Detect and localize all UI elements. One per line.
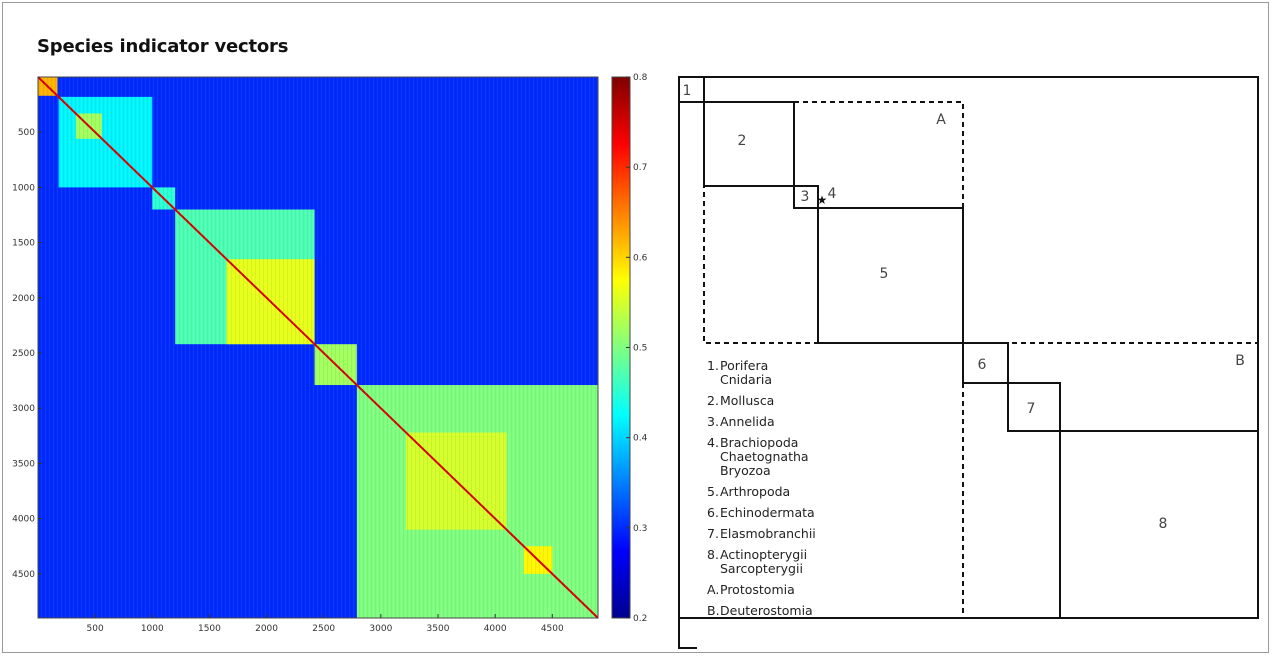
figure-title: Species indicator vectors <box>37 36 289 57</box>
box-1 <box>678 76 705 103</box>
star-icon: ★ <box>817 193 828 207</box>
legend-taxon-name: Annelida <box>720 414 775 429</box>
x-tick-label-3500: 3500 <box>427 624 450 634</box>
legend-number: A. <box>707 582 720 597</box>
y-tick-label-1500: 1500 <box>12 239 35 249</box>
colorbar-tick-0.8: 0.8 <box>633 73 648 83</box>
legend-number: 5. <box>707 484 719 499</box>
box-5 <box>817 207 964 344</box>
legend-number: 4. <box>707 435 719 450</box>
legend-number: 7. <box>707 526 719 541</box>
x-tick-label-2500: 2500 <box>312 624 335 634</box>
heatmap-area <box>37 76 599 619</box>
x-tick-label-1500: 1500 <box>198 624 221 634</box>
heatmap-texture <box>38 77 598 618</box>
legend-taxon-name: Porifera <box>720 358 769 373</box>
box-label-4: 4 <box>828 186 837 202</box>
taxa-legend: 1. Porifera Cnidaria 2. Mollusca 3. Annelida 4.… <box>707 359 816 618</box>
legend-taxon-name: Protostomia <box>720 582 795 597</box>
x-tick-label-2000: 2000 <box>255 624 278 634</box>
legend-number: 3. <box>707 414 719 429</box>
box-label-3: 3 <box>801 189 810 205</box>
legend-item: A. Protostomia <box>707 583 816 597</box>
legend-number: 1. <box>707 358 719 373</box>
legend-taxon-name: Deuterostomia <box>720 603 813 618</box>
group-bracket <box>678 102 697 649</box>
box-label-7: 7 <box>1027 401 1036 417</box>
colorbar-tick-0.4: 0.4 <box>633 434 648 444</box>
legend-number: B. <box>707 603 720 618</box>
legend-taxon-name: Echinodermata <box>720 505 815 520</box>
colorbar-tick-0.6: 0.6 <box>633 253 648 263</box>
x-tick-label-3000: 3000 <box>369 624 392 634</box>
y-tick-label-2000: 2000 <box>12 294 35 304</box>
legend-item: 3. Annelida <box>707 415 816 429</box>
taxonomy-diagram: ★ 1 2 3 4 5 6 7 8 A B <box>678 76 1259 649</box>
y-tick-label-500: 500 <box>18 128 35 138</box>
legend-taxon-name: Arthropoda <box>720 484 791 499</box>
heatmap-border <box>37 76 599 619</box>
colorbar-tick-0.2: 0.2 <box>633 614 647 624</box>
legend-number: 6. <box>707 505 719 520</box>
group-label-B: B <box>1235 353 1245 369</box>
box-label-2: 2 <box>738 133 747 149</box>
legend-item: 6. Echinodermata <box>707 506 816 520</box>
y-tick-label-4000: 4000 <box>12 515 35 525</box>
box-label-6: 6 <box>978 357 987 373</box>
legend-taxon-name: Cnidaria <box>720 372 772 387</box>
colorbar: 0.8 0.7 0.6 0.5 0.4 0.3 0.2 <box>611 73 648 624</box>
box-3 <box>793 185 819 209</box>
x-tick-label-4000: 4000 <box>484 624 507 634</box>
x-tick-label-1000: 1000 <box>141 624 164 634</box>
legend-item: 5. Arthropoda <box>707 485 816 499</box>
legend-item: 2. Mollusca <box>707 394 816 408</box>
y-tick-label-2500: 2500 <box>12 349 35 359</box>
legend-item: B. Deuterostomia <box>707 604 816 618</box>
heatmap-axes: 500 1000 1500 2000 2500 3000 3500 4000 4500 500 10… <box>12 128 564 634</box>
box-label-5: 5 <box>880 266 889 282</box>
y-tick-label-4500: 4500 <box>12 570 35 580</box>
legend-item: 1. Porifera Cnidaria <box>707 359 816 387</box>
legend-taxon-name: Bryozoa <box>720 463 771 478</box>
box-8 <box>1059 430 1259 619</box>
y-tick-label-3000: 3000 <box>12 404 35 414</box>
y-tick-label-3500: 3500 <box>12 459 35 469</box>
group-label-A: A <box>936 112 946 128</box>
box-2 <box>703 101 795 187</box>
box-label-1: 1 <box>683 83 692 99</box>
colorbar-tick-0.3: 0.3 <box>633 524 647 534</box>
y-tick-label-1000: 1000 <box>12 183 35 193</box>
x-tick-label-4500: 4500 <box>541 624 564 634</box>
legend-item: 4. Brachiopoda Chaetognatha Bryozoa <box>707 436 816 478</box>
legend-taxon-name: Actinopterygii <box>720 547 808 562</box>
group-a-dashed <box>703 101 1258 618</box>
box-label-8: 8 <box>1159 516 1168 532</box>
legend-taxon-name: Brachiopoda <box>720 435 799 450</box>
x-tick-label-500: 500 <box>87 624 104 634</box>
legend-taxon-name: Elasmobranchii <box>720 526 816 541</box>
legend-number: 8. <box>707 547 719 562</box>
legend-item: 7. Elasmobranchii <box>707 527 816 541</box>
legend-number: 2. <box>707 393 719 408</box>
colorbar-tick-0.5: 0.5 <box>633 344 647 354</box>
legend-taxon-name: Chaetognatha <box>720 449 809 464</box>
legend-taxon-name: Sarcopterygii <box>720 561 803 576</box>
legend-item: 8. Actinopterygii Sarcopterygii <box>707 548 816 576</box>
box-7 <box>1007 382 1061 432</box>
legend-taxon-name: Mollusca <box>720 393 775 408</box>
colorbar-tick-0.7: 0.7 <box>633 163 647 173</box>
